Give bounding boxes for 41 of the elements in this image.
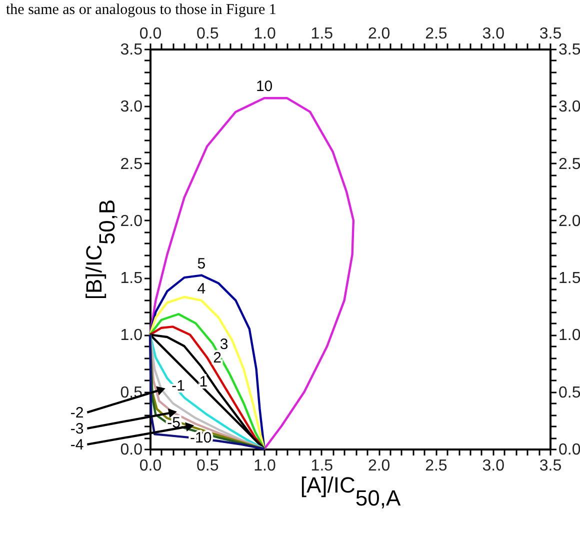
series-label: 3 — [220, 336, 228, 353]
y2-tick-label: 1.5 — [558, 270, 580, 288]
y-tick-label: 3.0 — [120, 98, 143, 116]
x2-tick-label: 3.5 — [539, 458, 562, 474]
text: the same as or analogous to those in Figure 1 — [6, 2, 278, 19]
x-tick-label: 3.0 — [482, 26, 505, 42]
text: -4 — [70, 436, 84, 454]
y2-tick-label: 0.0 — [558, 442, 580, 458]
y2-tick-label: 3.0 — [558, 98, 580, 116]
x2-tick-label: 3.0 — [482, 458, 505, 474]
y2-tick-label: 3.5 — [558, 42, 580, 58]
x-tick-label: 0.5 — [196, 26, 219, 42]
x2-tick-label: 2.0 — [368, 458, 390, 474]
y-tick-label: 3.5 — [120, 42, 143, 58]
y2-tick-label: 2.0 — [558, 212, 580, 230]
y-tick-label: 2.5 — [120, 156, 143, 173]
x-tick-label: 2.5 — [425, 26, 448, 42]
x-tick-label: 0.0 — [139, 26, 162, 42]
y2-tick-label: 0.5 — [558, 384, 580, 402]
y-tick-label: 0.0 — [120, 442, 143, 458]
text: -2 — [70, 404, 84, 422]
series-label: 2 — [213, 350, 222, 367]
x2-tick-label: 1.5 — [310, 458, 334, 474]
x2-tick-label: 2.5 — [425, 458, 448, 474]
series-label: 4 — [197, 280, 206, 298]
y2-tick-label: 2.5 — [558, 156, 580, 173]
series-label: 10 — [256, 78, 273, 96]
x-tick-label: 3.5 — [539, 26, 562, 42]
x2-tick-label: 1.0 — [254, 458, 276, 474]
x-tick-label: 1.0 — [254, 26, 276, 42]
x-tick-label: 1.5 — [310, 26, 334, 42]
text: -3 — [70, 420, 84, 438]
x2-tick-label: 0.5 — [196, 458, 219, 474]
y-tick-label: 1.5 — [120, 270, 143, 288]
y2-tick-label: 1.0 — [558, 327, 580, 344]
x-tick-label: 2.0 — [368, 26, 390, 42]
x2-tick-label: 0.0 — [139, 458, 162, 474]
series-label: -5 — [167, 414, 180, 432]
series-label: 5 — [197, 255, 206, 272]
y-tick-label: 2.0 — [120, 212, 143, 230]
y-tick-label: 1.0 — [120, 327, 143, 344]
